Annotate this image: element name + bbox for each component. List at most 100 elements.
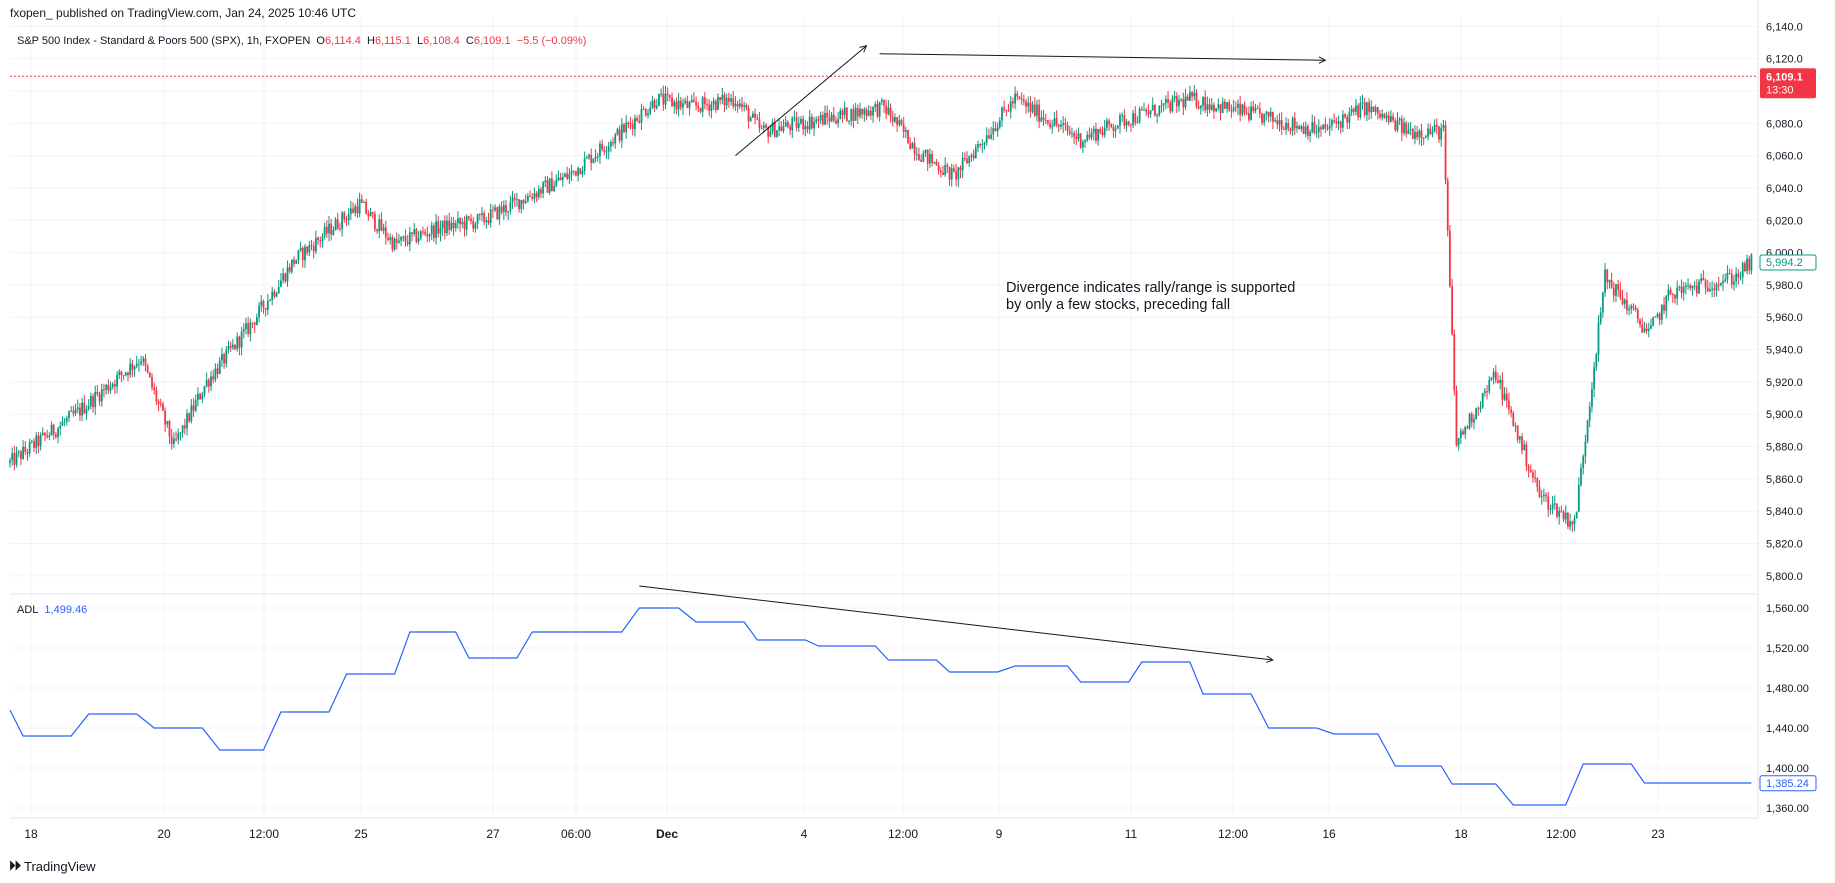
candle-body xyxy=(485,220,488,223)
candle-body xyxy=(1645,328,1648,332)
candle-body xyxy=(1553,503,1556,505)
candle-body xyxy=(1213,104,1215,112)
candle-body xyxy=(1497,380,1499,383)
candle-body xyxy=(76,407,79,410)
candle-body xyxy=(105,384,108,390)
candle-body xyxy=(695,101,697,106)
symbol-legend: S&P 500 Index - Standard & Poors 500 (SP… xyxy=(17,35,586,47)
candle-body xyxy=(336,219,339,229)
candle-body xyxy=(1337,121,1340,124)
candle-body xyxy=(693,99,695,102)
candle-body xyxy=(1429,128,1432,135)
candle-body xyxy=(981,144,984,146)
candle-body xyxy=(937,165,940,171)
candle-body xyxy=(1062,123,1065,125)
candle-body xyxy=(290,259,293,272)
candle-body xyxy=(843,107,846,115)
candle-body xyxy=(1189,91,1191,101)
price-axis-label: 5,900.0 xyxy=(1766,409,1803,421)
candle-body xyxy=(531,197,534,199)
candle-body xyxy=(1278,120,1281,125)
candle-body xyxy=(797,123,800,128)
candle-body xyxy=(1444,125,1447,181)
candle-body xyxy=(1621,297,1624,305)
open-value: 6,114.4 xyxy=(324,35,361,47)
candle-body xyxy=(1562,511,1565,520)
adl-axis-label: 1,560.00 xyxy=(1766,603,1809,615)
candle-body xyxy=(170,436,173,444)
candle-body xyxy=(1464,427,1467,435)
divergence-annotation[interactable]: Divergence indicates rally/range is supp… xyxy=(1006,280,1366,314)
candle-body xyxy=(446,220,448,234)
candle-body xyxy=(1042,117,1045,120)
candle-body xyxy=(1331,120,1333,126)
second-price-label: 5,994.2 xyxy=(1766,257,1803,269)
candle-body xyxy=(1193,92,1196,97)
candle-body xyxy=(72,410,75,414)
symbol-name: S&P 500 Index - Standard & Poors 500 (SP… xyxy=(17,35,311,47)
candle-body xyxy=(39,434,42,447)
candle-body xyxy=(205,379,208,387)
candle-body xyxy=(240,331,243,348)
candle-body xyxy=(166,421,169,425)
candle-body xyxy=(743,105,746,107)
candle-body xyxy=(168,421,171,437)
candle-body xyxy=(1678,286,1681,288)
candle-body xyxy=(192,405,195,411)
candle-body xyxy=(1654,316,1657,318)
candle-body xyxy=(46,435,49,437)
candle-body xyxy=(708,104,711,111)
candle-body xyxy=(1105,120,1108,128)
candle-body xyxy=(813,121,815,129)
candle-body xyxy=(1433,125,1436,132)
candle-body xyxy=(15,452,18,465)
candle-body xyxy=(1110,124,1113,127)
candle-body xyxy=(199,393,201,400)
candle-body xyxy=(1724,279,1727,282)
candle-body xyxy=(148,372,151,377)
candle-body xyxy=(293,259,295,264)
candle-body xyxy=(424,231,427,235)
candle-body xyxy=(454,223,457,229)
candle-body xyxy=(1361,102,1364,104)
candle-body xyxy=(472,220,475,229)
candle-body xyxy=(1267,111,1270,117)
candle-body xyxy=(607,146,610,152)
time-axis-label: 16 xyxy=(1322,827,1336,841)
candle-body xyxy=(1164,98,1167,104)
candle-body xyxy=(1468,413,1471,429)
candle-body xyxy=(207,379,210,387)
candle-body xyxy=(1586,420,1589,442)
candle-body xyxy=(61,422,64,426)
candle-body xyxy=(1479,407,1482,409)
candle-body xyxy=(1639,318,1641,325)
candle-body xyxy=(48,435,51,437)
candle-body xyxy=(256,317,258,326)
candle-body xyxy=(553,185,555,192)
candle-body xyxy=(830,114,833,122)
high-label: H xyxy=(367,35,375,47)
candle-body xyxy=(238,336,241,348)
candle-body xyxy=(1184,96,1187,108)
candle-body xyxy=(717,97,719,110)
candle-body xyxy=(360,199,363,203)
candle-body xyxy=(1154,104,1156,116)
candle-body xyxy=(275,293,278,297)
candle-body xyxy=(926,149,929,164)
candle-body xyxy=(1156,115,1159,117)
candle-body xyxy=(963,157,966,159)
candle-body xyxy=(1564,512,1567,520)
candle-body xyxy=(642,109,645,111)
candle-body xyxy=(417,238,420,242)
candle-body xyxy=(221,354,223,361)
candle-body xyxy=(1525,444,1528,466)
candle-body xyxy=(1272,111,1274,122)
candle-body xyxy=(778,126,781,131)
footer-brand[interactable]: ⏵⏵ TradingView xyxy=(9,858,96,874)
candle-body xyxy=(1466,427,1469,429)
candle-body xyxy=(1505,393,1508,401)
candle-body xyxy=(1717,284,1720,286)
candle-body xyxy=(911,143,914,149)
candle-body xyxy=(398,240,400,243)
